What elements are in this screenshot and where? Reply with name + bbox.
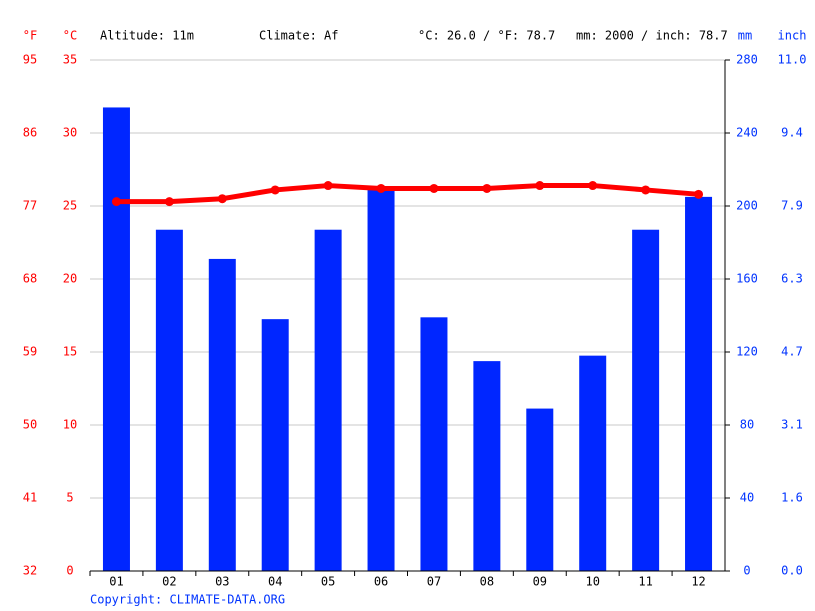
- y-tick-label: 30: [63, 126, 77, 140]
- bar: [526, 408, 554, 571]
- temperature-point: [376, 183, 386, 193]
- temperature-point: [323, 181, 333, 191]
- x-tick-label: 07: [427, 575, 441, 589]
- x-tick-label: 10: [585, 575, 599, 589]
- f-tick-label: 32: [23, 564, 37, 578]
- bar: [420, 317, 448, 571]
- x-tick-label: 03: [215, 575, 229, 589]
- c-unit: °C: [63, 29, 77, 43]
- temperature-point: [588, 181, 598, 191]
- f-tick-label: 86: [23, 126, 37, 140]
- y2-tick-label: 40: [740, 491, 754, 505]
- inch-tick-label: 6.3: [781, 272, 803, 286]
- mm-unit: mm: [738, 29, 752, 43]
- copyright: Copyright: CLIMATE-DATA.ORG: [90, 593, 285, 607]
- temperature-line: [116, 183, 699, 205]
- f-tick-label: 41: [23, 491, 37, 505]
- bar: [155, 229, 183, 571]
- temperature-point: [164, 197, 174, 207]
- y-tick-label: 5: [66, 491, 73, 505]
- inch-tick-label: 1.6: [781, 491, 803, 505]
- temperature-point: [535, 181, 545, 191]
- x-tick-label: 04: [268, 575, 282, 589]
- x-tick-label: 12: [691, 575, 705, 589]
- bar: [579, 355, 607, 571]
- temperature-point: [641, 185, 651, 195]
- y2-tick-label: 0: [743, 564, 750, 578]
- bar: [261, 319, 289, 571]
- y2-tick-label: 80: [740, 418, 754, 432]
- f-unit: °F: [23, 29, 37, 43]
- temperature-point: [217, 194, 227, 204]
- y-tick-label: 10: [63, 418, 77, 432]
- x-tick-label: 05: [321, 575, 335, 589]
- f-tick-label: 95: [23, 53, 37, 67]
- x-tick-label: 01: [109, 575, 123, 589]
- temperature-point: [429, 183, 439, 193]
- y-tick-label: 15: [63, 345, 77, 359]
- temperature-point: [111, 197, 121, 207]
- inch-tick-label: 4.7: [781, 345, 803, 359]
- bar: [473, 361, 501, 571]
- temperature-point: [482, 183, 492, 193]
- temperature-point: [270, 185, 280, 195]
- x-tick-label: 02: [162, 575, 176, 589]
- f-tick-label: 50: [23, 418, 37, 432]
- bar: [314, 229, 342, 571]
- y2-tick-label: 280: [736, 53, 758, 67]
- y-tick-label: 0: [66, 564, 73, 578]
- bar: [102, 107, 130, 571]
- inch-unit: inch: [778, 29, 807, 43]
- y2-tick-label: 120: [736, 345, 758, 359]
- temperature-point: [694, 189, 704, 199]
- y-tick-label: 20: [63, 272, 77, 286]
- x-tick-label: 06: [374, 575, 388, 589]
- y-tick-label: 35: [63, 53, 77, 67]
- bar: [367, 187, 395, 571]
- inch-tick-label: 0.0: [781, 564, 803, 578]
- f-tick-label: 77: [23, 199, 37, 213]
- y2-tick-label: 200: [736, 199, 758, 213]
- precip-summary: mm: 2000 / inch: 78.7: [576, 29, 728, 43]
- inch-tick-label: 3.1: [781, 418, 803, 432]
- f-tick-label: 59: [23, 345, 37, 359]
- bar: [685, 196, 713, 571]
- inch-tick-label: 11.0: [778, 53, 807, 67]
- inch-tick-label: 9.4: [781, 126, 803, 140]
- x-tick-label: 09: [533, 575, 547, 589]
- f-tick-label: 68: [23, 272, 37, 286]
- bar: [632, 229, 660, 571]
- bar: [208, 258, 236, 571]
- y-tick-label: 25: [63, 199, 77, 213]
- climate: Climate: Af: [259, 29, 338, 43]
- y2-tick-label: 160: [736, 272, 758, 286]
- temp-summary: °C: 26.0 / °F: 78.7: [418, 29, 555, 43]
- x-tick-label: 08: [480, 575, 494, 589]
- x-tick-label: 11: [638, 575, 652, 589]
- inch-tick-label: 7.9: [781, 199, 803, 213]
- altitude: Altitude: 11m: [100, 29, 194, 43]
- y2-tick-label: 240: [736, 126, 758, 140]
